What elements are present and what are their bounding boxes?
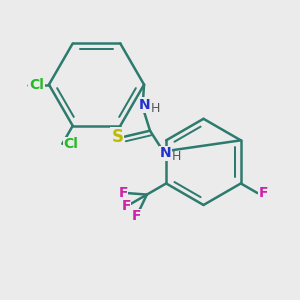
Text: F: F [132, 209, 141, 223]
Text: Cl: Cl [63, 137, 78, 152]
Text: S: S [111, 128, 123, 146]
Text: N: N [139, 98, 151, 112]
Text: Cl: Cl [29, 78, 44, 92]
Text: H: H [172, 150, 181, 163]
Text: H: H [151, 102, 160, 115]
Text: F: F [122, 200, 131, 214]
Text: N: N [160, 146, 172, 160]
Text: F: F [118, 186, 128, 200]
Text: F: F [259, 186, 268, 200]
